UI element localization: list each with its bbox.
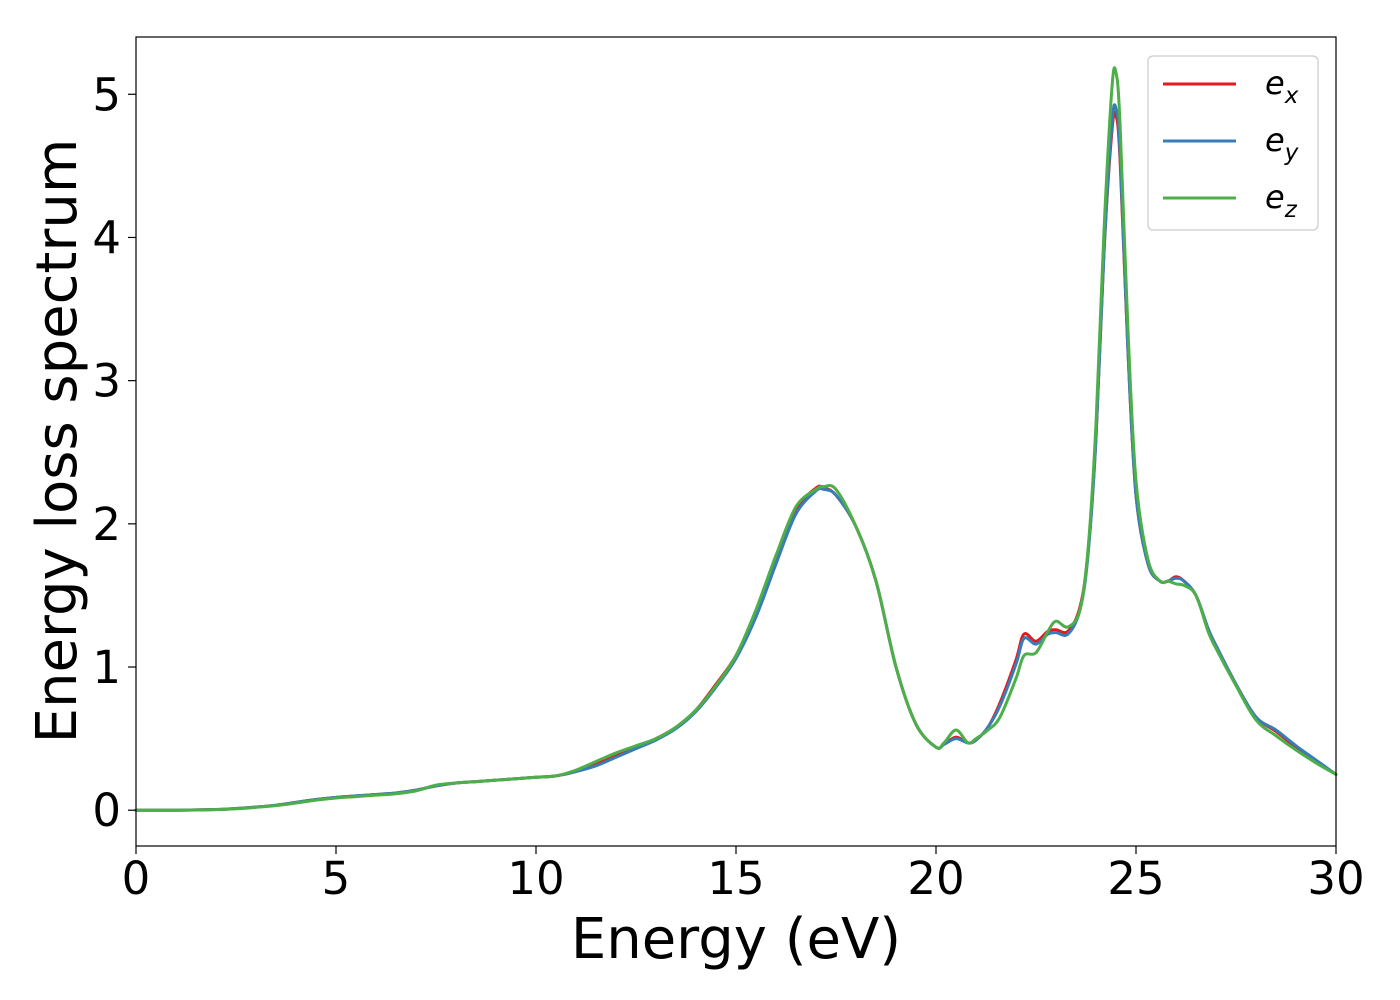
x-tick-label: 30 bbox=[1307, 852, 1364, 905]
y-tick-label: 5 bbox=[92, 68, 121, 121]
series-line-z bbox=[134, 66, 1338, 812]
x-axis-label: Energy (eV) bbox=[571, 907, 901, 972]
y-tick-label: 4 bbox=[92, 211, 121, 264]
y-tick-label: 2 bbox=[92, 498, 121, 551]
x-tick-label: 0 bbox=[122, 852, 151, 905]
y-tick-label: 0 bbox=[92, 784, 121, 837]
x-tick-label: 25 bbox=[1107, 852, 1164, 905]
x-axis-ticks: 0 5 10 15 20 25 30 bbox=[122, 846, 1365, 905]
y-tick-label: 1 bbox=[92, 641, 121, 694]
y-tick-label: 3 bbox=[92, 355, 121, 408]
series-lines bbox=[134, 66, 1338, 812]
x-tick-label: 20 bbox=[907, 852, 964, 905]
legend-frame bbox=[1147, 55, 1319, 231]
y-axis-ticks: 0 1 2 3 4 5 bbox=[92, 68, 136, 837]
x-tick-label: 5 bbox=[322, 852, 351, 905]
y-axis-label: Energy loss spectrum bbox=[25, 139, 90, 744]
x-tick-label: 10 bbox=[507, 852, 564, 905]
x-tick-label: 15 bbox=[707, 852, 764, 905]
